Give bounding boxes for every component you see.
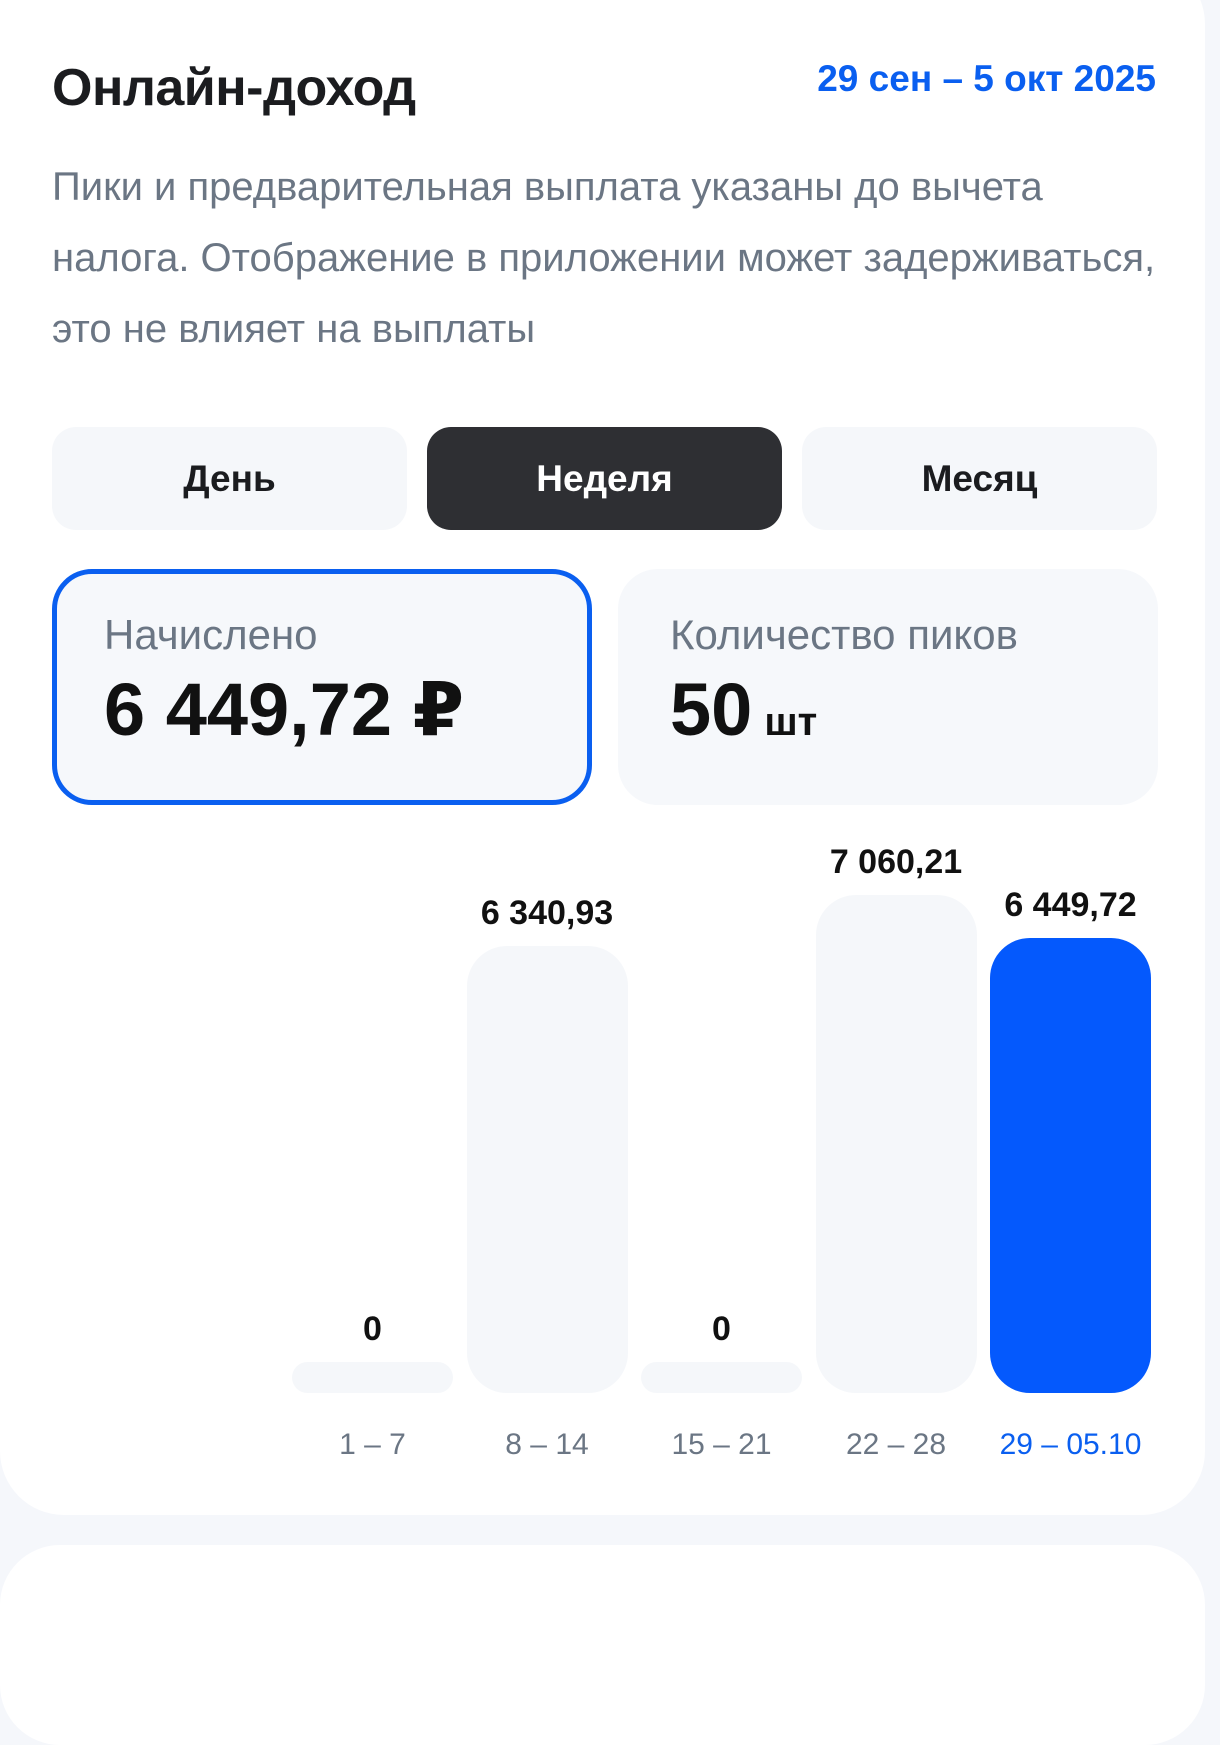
x-axis-label: 1 – 7 (339, 1428, 406, 1461)
bar[interactable] (292, 1362, 453, 1393)
peaks-stat-card[interactable]: Количество пиков 50 шт (618, 569, 1158, 805)
description: Пики и предварительная выплата указаны д… (52, 165, 1156, 351)
tab-day[interactable]: День (52, 427, 407, 530)
bar[interactable] (466, 945, 628, 1393)
tab-week[interactable]: Неделя (427, 427, 782, 530)
peaks-value: 50 (670, 668, 753, 751)
bar-value-label: 6 340,93 (480, 893, 614, 932)
page-title: Онлайн-доход (52, 59, 416, 117)
peaks-label: Количество пиков (670, 611, 1018, 658)
tab-month[interactable]: Месяц (802, 427, 1157, 530)
next-card (0, 1545, 1205, 1745)
x-axis-label: 8 – 14 (505, 1428, 589, 1461)
x-axis-label: 22 – 28 (845, 1428, 947, 1461)
x-axis-label: 15 – 21 (671, 1428, 772, 1461)
accrued-value: 6 449,72 ₽ (104, 668, 465, 751)
bar-value-label: 0 (363, 1310, 382, 1348)
date-range-picker[interactable]: 29 сен – 5 окт 2025 (817, 58, 1156, 99)
accrued-label: Начислено (104, 611, 318, 658)
x-axis-label: 29 – 05.10 (999, 1428, 1142, 1461)
bar[interactable] (815, 895, 977, 1393)
bar-value-label: 7 060,21 (829, 843, 963, 881)
accrued-stat-card[interactable]: Начислено 6 449,72 ₽ (52, 569, 592, 805)
peaks-unit: шт (764, 700, 818, 744)
bar[interactable] (641, 1362, 802, 1393)
bar[interactable] (990, 938, 1151, 1393)
bar-value-label: 6 449,72 (1004, 886, 1137, 925)
bar-value-label: 0 (712, 1310, 731, 1348)
